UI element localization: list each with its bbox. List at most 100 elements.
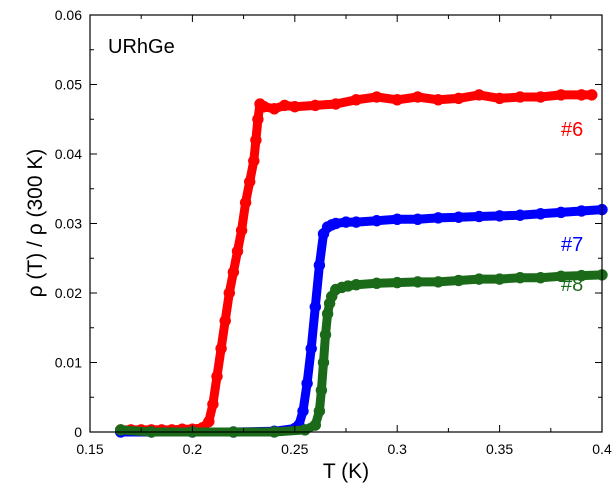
data-point (350, 216, 362, 228)
data-point (575, 269, 588, 282)
data-point (534, 208, 547, 220)
data-point (391, 94, 403, 106)
data-point (391, 276, 403, 289)
data-point (235, 224, 248, 237)
y-tick-label: 0 (74, 424, 82, 440)
data-point (370, 214, 383, 227)
data-point (432, 94, 444, 106)
data-point (243, 176, 256, 188)
data-point (555, 206, 567, 219)
data-point (350, 278, 362, 291)
data-point (330, 217, 342, 230)
data-point (555, 270, 567, 283)
data-point (309, 301, 322, 313)
series-1 (114, 89, 598, 436)
series-label-6: #6 (561, 119, 583, 141)
data-point (309, 419, 322, 431)
data-point (203, 415, 215, 428)
data-point (231, 245, 244, 258)
data-point (575, 89, 588, 101)
series-label-7: #7 (561, 234, 583, 256)
data-point (493, 210, 506, 222)
tick-labels: 0.15 0.2 0.25 0.3 0.35 0.4 0 0.01 0.02 0.03 0.04 0.… (55, 7, 612, 457)
y-axis-label: ρ (T) / ρ (300 K) (24, 149, 47, 298)
x-tick-label: 0.2 (183, 441, 203, 457)
data-point (268, 103, 281, 115)
data-point (575, 205, 588, 217)
axis-ticks (89, 14, 603, 433)
sample-annotation: URhGe (108, 36, 175, 58)
data-point (297, 405, 309, 417)
data-point (289, 100, 301, 113)
data-point (211, 370, 223, 383)
data-point (493, 92, 506, 105)
y-tick-label: 0.03 (55, 216, 82, 232)
data-point (432, 212, 444, 224)
data-point (473, 273, 485, 285)
x-tick-label: 0.4 (592, 441, 612, 457)
data-point (299, 424, 311, 436)
data-point (452, 211, 465, 223)
data-point (223, 287, 236, 299)
data-point (301, 377, 313, 390)
data-point (278, 99, 291, 112)
data-point (227, 266, 240, 278)
data-point (305, 342, 317, 355)
data-point (452, 274, 465, 287)
data-point (317, 356, 330, 369)
x-tick-label: 0.3 (387, 441, 407, 457)
x-tick-label: 0.15 (76, 441, 103, 457)
data-point (315, 384, 328, 397)
data-point (411, 276, 424, 288)
data-point (313, 405, 326, 417)
data-point (321, 308, 334, 320)
data-point (534, 271, 547, 284)
data-point (207, 398, 219, 410)
data-point (432, 276, 444, 288)
data-point (248, 155, 260, 167)
data-point (219, 315, 231, 327)
data-point (411, 91, 424, 103)
series-trace (116, 90, 597, 435)
data-point (215, 342, 227, 355)
data-point (411, 213, 424, 226)
data-point (534, 91, 547, 103)
data-point (452, 92, 465, 105)
y-tick-label: 0.06 (55, 7, 82, 23)
data-point (514, 271, 526, 284)
series-label-8: #8 (561, 274, 583, 296)
y-tick-label: 0.02 (55, 285, 82, 301)
plot-series (114, 89, 608, 438)
series-trace (116, 205, 607, 437)
data-point (330, 98, 342, 110)
data-point (514, 91, 526, 103)
data-point (555, 89, 567, 101)
data-point (319, 328, 332, 341)
data-point (473, 210, 485, 223)
data-point (309, 99, 322, 112)
series-3 (114, 269, 608, 438)
data-point (350, 94, 362, 106)
data-point (586, 89, 598, 101)
data-point (258, 100, 270, 113)
y-tick-label: 0.01 (55, 355, 82, 371)
y-tick-label: 0.04 (55, 146, 82, 162)
y-tick-label: 0.05 (55, 77, 82, 93)
x-tick-label: 0.35 (486, 441, 513, 457)
data-point (114, 424, 127, 436)
data-point (340, 216, 352, 228)
data-point (313, 259, 326, 271)
series-2 (114, 203, 608, 438)
x-axis-label: T (K) (323, 460, 369, 483)
x-tick-label: 0.25 (281, 441, 308, 457)
data-point (370, 277, 383, 290)
data-point (493, 273, 506, 285)
data-point (252, 113, 264, 126)
series-trace (116, 270, 607, 437)
data-point (239, 196, 252, 209)
data-point (250, 134, 262, 146)
data-point (391, 213, 403, 226)
data-point (370, 91, 383, 103)
data-point (514, 209, 526, 221)
